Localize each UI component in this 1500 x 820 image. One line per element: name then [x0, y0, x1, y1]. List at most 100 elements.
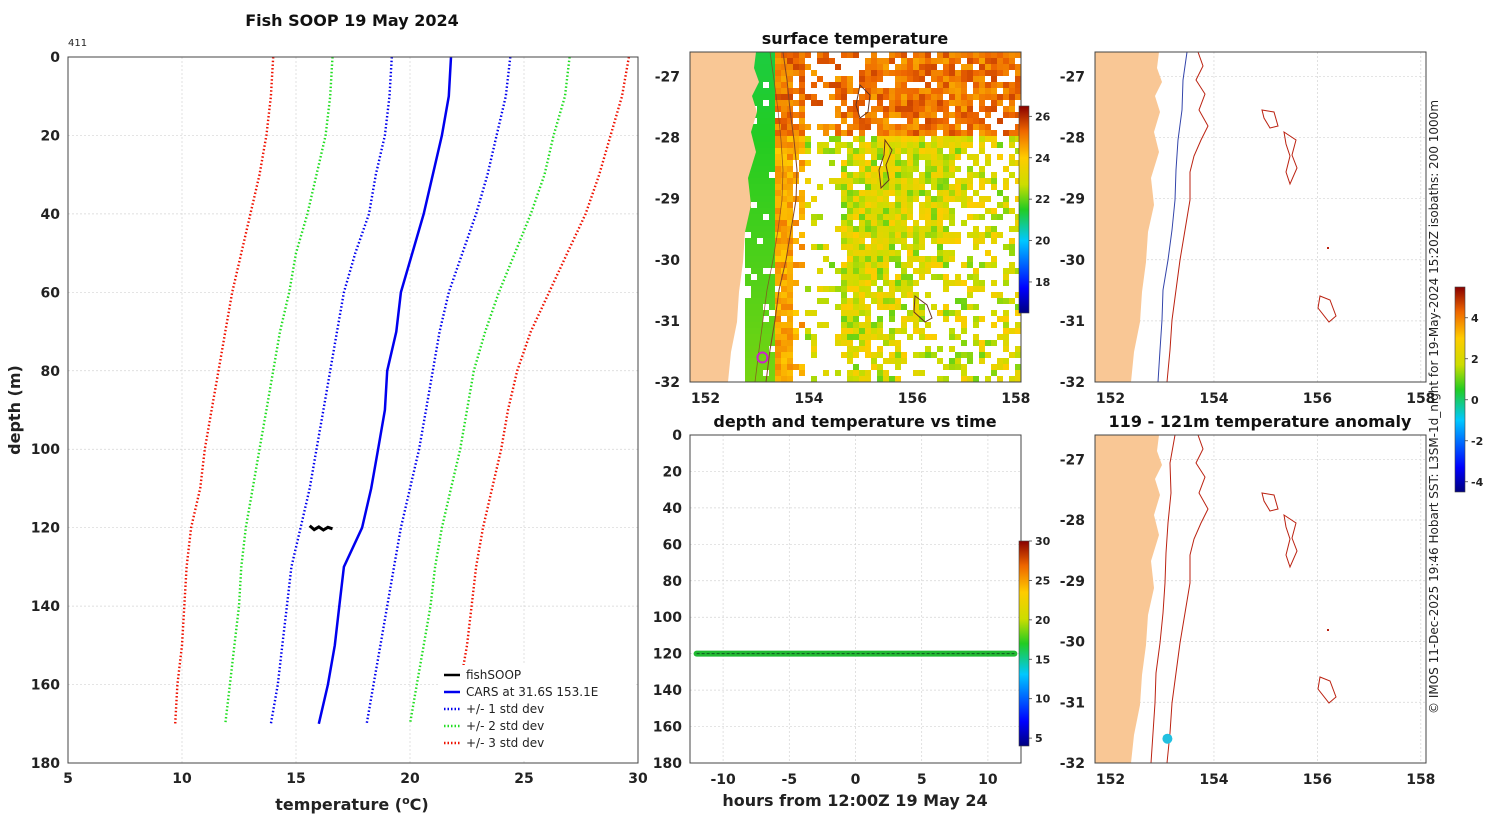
- sst-cell: [775, 160, 781, 166]
- sst-cell: [769, 196, 775, 202]
- sst-cell: [883, 280, 889, 286]
- sst-cell: [757, 280, 763, 286]
- sst-cell: [751, 250, 757, 256]
- sst-cell: [781, 328, 787, 334]
- sst-cell: [829, 160, 835, 166]
- sst-cell: [751, 94, 757, 100]
- sst-cell: [1003, 358, 1009, 364]
- sst-cell: [979, 196, 985, 202]
- sst-cell: [769, 112, 775, 118]
- sst-cell: [913, 244, 919, 250]
- sst-cell: [925, 142, 931, 148]
- sst-cell: [961, 142, 967, 148]
- sst-cell: [877, 220, 883, 226]
- sst-cell: [919, 370, 925, 376]
- sst-cell: [949, 172, 955, 178]
- profile-axes-box: [67, 56, 639, 764]
- sst-cell: [877, 292, 883, 298]
- sst-cell: [919, 352, 925, 358]
- sst-cell: [793, 124, 799, 130]
- sst-cell: [769, 250, 775, 256]
- sst-cell: [901, 130, 907, 136]
- sst-cell: [841, 226, 847, 232]
- profile-series-std2: [224, 56, 334, 724]
- sst-cell: [901, 112, 907, 118]
- sst-cell: [1015, 130, 1021, 136]
- sst-cell: [919, 304, 925, 310]
- sst-cell: [763, 58, 769, 64]
- sst-cell: [943, 250, 949, 256]
- time-xtick-label: 5: [917, 772, 927, 788]
- sst-cell: [751, 190, 757, 196]
- sst-cell: [961, 280, 967, 286]
- sst-cell: [1003, 364, 1009, 370]
- sst-cell: [877, 232, 883, 238]
- sst-cell: [787, 64, 793, 70]
- sst-cell: [763, 136, 769, 142]
- sst-cell: [847, 130, 853, 136]
- sst-cell: [763, 226, 769, 232]
- sst-cell: [799, 70, 805, 76]
- sst-cell: [943, 70, 949, 76]
- sst-cell: [949, 142, 955, 148]
- sst-cell: [895, 190, 901, 196]
- sst-cell: [889, 292, 895, 298]
- sst-cell: [943, 124, 949, 130]
- sst-cell: [967, 124, 973, 130]
- sst-cell: [787, 322, 793, 328]
- sst-cell: [997, 316, 1003, 322]
- sst-cell: [973, 82, 979, 88]
- sst-cell: [913, 148, 919, 154]
- sst-cell: [883, 112, 889, 118]
- sst-cell: [907, 184, 913, 190]
- sst-cell: [865, 340, 871, 346]
- sst-cell: [751, 136, 757, 142]
- sst-cell: [913, 58, 919, 64]
- sst-cell: [763, 328, 769, 334]
- sst-cell: [1015, 124, 1021, 130]
- sst-cell: [949, 184, 955, 190]
- sst-cell: [787, 358, 793, 364]
- sst-cell: [751, 358, 757, 364]
- sst-cell: [883, 238, 889, 244]
- sst-cell: [769, 304, 775, 310]
- sst-cell: [841, 160, 847, 166]
- sst-cell: [835, 268, 841, 274]
- sst-cell: [889, 160, 895, 166]
- sst-cell: [919, 76, 925, 82]
- sst-cell: [991, 178, 997, 184]
- sst-cell: [985, 52, 991, 58]
- sst-cell: [913, 124, 919, 130]
- sst-cell: [817, 286, 823, 292]
- sst-cell: [787, 118, 793, 124]
- sst-cell: [763, 196, 769, 202]
- sst-cell: [787, 160, 793, 166]
- sst-cell: [871, 352, 877, 358]
- sst-cell: [919, 88, 925, 94]
- sst-cell: [913, 112, 919, 118]
- sst-cell: [871, 208, 877, 214]
- sst-cell: [901, 196, 907, 202]
- sst-cell: [769, 256, 775, 262]
- sst-cell: [895, 226, 901, 232]
- sst-cell: [991, 58, 997, 64]
- sst-cell: [895, 364, 901, 370]
- sst-cell: [877, 106, 883, 112]
- profile-ytick-label: 20: [41, 128, 61, 144]
- sst-cell: [919, 262, 925, 268]
- sst-cell: [871, 334, 877, 340]
- sst-cell: [871, 268, 877, 274]
- sst-cell: [751, 280, 757, 286]
- anomaly-cb-label: -4: [1471, 476, 1484, 489]
- sst-cell: [901, 52, 907, 58]
- sst-cell: [763, 112, 769, 118]
- sst-cell: [757, 322, 763, 328]
- sst-cell: [781, 184, 787, 190]
- sst-cell: [913, 352, 919, 358]
- sst-cell: [763, 76, 769, 82]
- sst-cell: [769, 286, 775, 292]
- sst-cell: [757, 334, 763, 340]
- sst-cell: [907, 250, 913, 256]
- sst-cell: [787, 58, 793, 64]
- sst-cell: [871, 112, 877, 118]
